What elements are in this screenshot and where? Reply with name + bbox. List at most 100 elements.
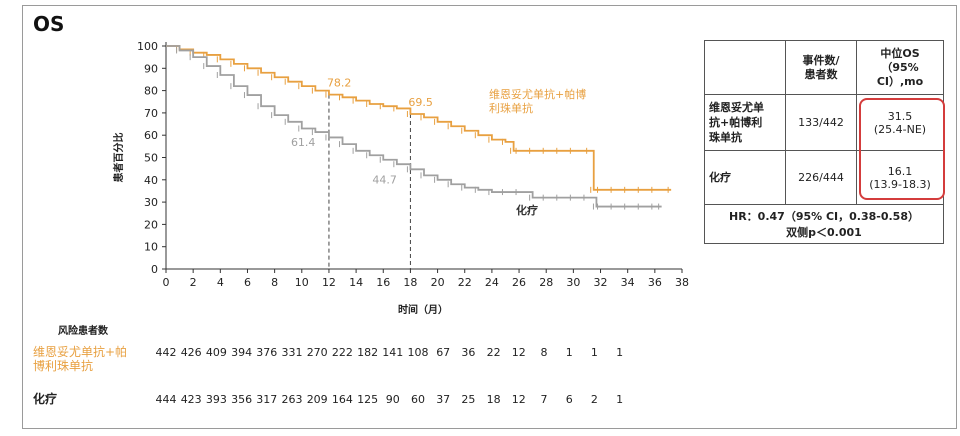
summary-row-evp-label: 维恩妥尤单 抗+帕博利 珠单抗: [704, 94, 786, 151]
summary-row-evp-median: 31.5 (25.4-NE): [856, 94, 944, 151]
risk-value: 141: [382, 346, 404, 359]
x-tick-label: 22: [458, 276, 472, 289]
risk-value: 7: [540, 393, 548, 406]
risk-value: 356: [231, 393, 253, 406]
risk-row-label-evp-line2: 博利珠单抗: [33, 359, 94, 373]
summary-row-evp-label-line2: 抗+帕博利: [709, 116, 763, 129]
y-tick-label: 90: [144, 62, 158, 75]
risk-table-header: 风险患者数: [58, 326, 108, 337]
risk-row-label-chemo: 化疗: [33, 392, 58, 406]
risk-value: 36: [461, 346, 476, 359]
risk-value: 263: [281, 393, 303, 406]
summary-row-chemo-median-value: 16.1: [887, 164, 913, 178]
summary-row-evp-label-line1: 维恩妥尤单: [709, 101, 764, 114]
x-tick-label: 38: [675, 276, 689, 289]
y-tick-label: 40: [144, 174, 158, 187]
summary-hr-row: HR：0.47（95% CI，0.38-0.58） 双侧p＜0.001: [704, 204, 944, 244]
risk-value: 393: [205, 393, 227, 406]
series-label-chemo: 化疗: [516, 203, 538, 217]
risk-value: 444: [155, 393, 177, 406]
x-axis-label: 时间（月）: [398, 303, 448, 316]
figure-frame: [22, 5, 957, 429]
summary-col-median: 中位OS （95% CI）,mo: [856, 40, 944, 95]
x-tick-label: 34: [621, 276, 635, 289]
x-tick-label: 36: [648, 276, 662, 289]
summary-col-events-line2: 患者数: [804, 67, 838, 81]
risk-row-label-evp-line1: 维恩妥尤单抗+帕: [33, 345, 128, 359]
page-title: OS: [33, 12, 65, 36]
y-tick-label: 50: [144, 152, 158, 165]
risk-value: 67: [436, 346, 451, 359]
x-tick-label: 2: [190, 276, 197, 289]
series-label-evp-line2: 利珠单抗: [489, 101, 533, 115]
risk-value: 6: [565, 393, 573, 406]
summary-row-chemo-median: 16.1 (13.9-18.3): [856, 150, 944, 205]
risk-value: 394: [231, 346, 253, 359]
risk-value: 1: [590, 346, 598, 359]
summary-row-chemo-label: 化疗: [704, 150, 786, 205]
risk-value: 2: [590, 393, 598, 406]
risk-value: 12: [511, 393, 526, 406]
risk-value: 8: [540, 346, 548, 359]
summary-corner: [704, 40, 786, 95]
x-tick-label: 14: [349, 276, 363, 289]
summary-row-chemo-median-ci: (13.9-18.3): [869, 177, 931, 191]
summary-hr: HR：0.47（95% CI，0.38-0.58）: [729, 210, 919, 223]
summary-row-evp-events: 133/442: [785, 94, 857, 151]
risk-value: 182: [357, 346, 379, 359]
summary-col-median-line2: （95%: [881, 60, 919, 74]
annotation-69-5: 69.5: [408, 96, 433, 109]
x-tick-label: 16: [376, 276, 390, 289]
annotation-78-2: 78.2: [327, 77, 352, 90]
y-tick-label: 80: [144, 85, 158, 98]
risk-value: 423: [180, 393, 202, 406]
y-axis-label: 患者百分比: [112, 133, 125, 183]
series-line-0: [166, 45, 672, 191]
summary-row-evp-label-line3: 珠单抗: [709, 131, 742, 144]
series-label-evp-line1: 维恩妥尤单抗+帕博: [489, 87, 586, 101]
x-tick-label: 28: [539, 276, 553, 289]
risk-value: 442: [155, 346, 177, 359]
y-tick-label: 70: [144, 107, 158, 120]
risk-value: 108: [407, 346, 429, 359]
risk-value: 18: [486, 393, 501, 406]
risk-value: 1: [565, 346, 573, 359]
risk-row-label-evp: 维恩妥尤单抗+帕 博利珠单抗: [33, 345, 127, 373]
x-tick-label: 26: [512, 276, 526, 289]
risk-value: 37: [436, 393, 451, 406]
risk-value: 222: [331, 346, 353, 359]
risk-value: 409: [205, 346, 227, 359]
risk-value: 164: [331, 393, 353, 406]
risk-value: 1: [616, 393, 624, 406]
x-tick-label: 20: [431, 276, 445, 289]
risk-value: 1: [616, 346, 624, 359]
y-tick-label: 20: [144, 218, 158, 231]
summary-col-median-line1: 中位OS: [880, 46, 920, 60]
risk-value: 270: [306, 346, 328, 359]
risk-value: 426: [180, 346, 202, 359]
x-tick-label: 30: [566, 276, 580, 289]
x-tick-label: 10: [295, 276, 309, 289]
x-tick-label: 4: [217, 276, 224, 289]
annotation-44-7: 44.7: [372, 173, 397, 186]
summary-table: 事件数/ 患者数 中位OS （95% CI）,mo 维恩妥尤单 抗+帕博利 珠单…: [704, 40, 944, 244]
annotation-61-4: 61.4: [291, 136, 316, 149]
risk-value: 376: [256, 346, 278, 359]
y-tick-label: 10: [144, 241, 158, 254]
risk-value: 60: [411, 393, 425, 406]
risk-value: 12: [511, 346, 526, 359]
x-tick-label: 6: [244, 276, 251, 289]
summary-col-events: 事件数/ 患者数: [785, 40, 857, 95]
risk-value: 331: [281, 346, 303, 359]
risk-value: 125: [357, 393, 379, 406]
x-tick-label: 8: [271, 276, 278, 289]
y-tick-label: 60: [144, 129, 158, 142]
risk-value: 22: [486, 346, 501, 359]
y-tick-label: 0: [151, 263, 158, 276]
x-tick-label: 24: [485, 276, 499, 289]
risk-value: 317: [256, 393, 278, 406]
series-line-1: [166, 45, 662, 208]
summary-row-chemo-events: 226/444: [785, 150, 857, 205]
summary-col-events-line1: 事件数/: [802, 53, 840, 67]
